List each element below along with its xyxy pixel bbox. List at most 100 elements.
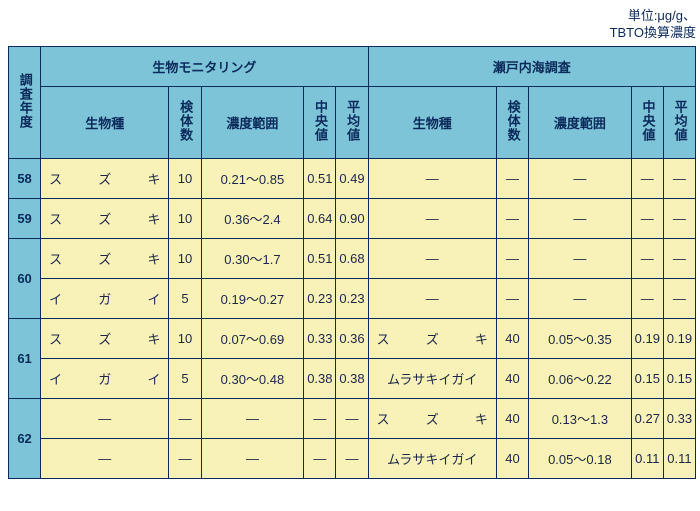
cell: — [368,238,496,278]
cell: 0.21～0.85 [201,158,304,198]
table-row: イガイ50.19～0.270.230.23————— [9,278,696,318]
cell: 0.15 [663,358,695,398]
cell: 0.68 [336,238,368,278]
cell: — [631,278,663,318]
cell: 0.36 [336,318,368,358]
cell: 0.23 [336,278,368,318]
cell: 0.19～0.27 [201,278,304,318]
cell: — [631,238,663,278]
cell: 0.30～0.48 [201,358,304,398]
cell: スズキ [368,318,496,358]
cell: 40 [496,358,528,398]
year-cell: 60 [9,238,41,318]
unit-label: 単位:μg/g、 TBTO換算濃度 [8,8,696,42]
cell: — [496,198,528,238]
cell: スズキ [41,318,169,358]
cell: 0.19 [631,318,663,358]
year-cell: 59 [9,198,41,238]
cell: 5 [169,278,201,318]
col-species: 生物種 [41,86,169,158]
col-range: 濃度範囲 [201,86,304,158]
col-samples: 検体数 [496,86,528,158]
cell: — [496,278,528,318]
cell: ムラサキイガイ [368,438,496,478]
cell: — [304,438,336,478]
cell: 0.38 [336,358,368,398]
cell: 5 [169,358,201,398]
table-row: イガイ50.30～0.480.380.38ムラサキイガイ400.06～0.220… [9,358,696,398]
cell: 40 [496,438,528,478]
cell: — [169,398,201,438]
table-row: 62—————スズキ400.13～1.30.270.33 [9,398,696,438]
cell: 0.33 [304,318,336,358]
cell: — [663,238,695,278]
group-bio: 生物モニタリング [41,46,368,86]
cell: 10 [169,238,201,278]
year-cell: 62 [9,398,41,478]
year-cell: 61 [9,318,41,398]
group-seto: 瀬戸内海調査 [368,46,695,86]
cell: — [41,398,169,438]
cell: 0.64 [304,198,336,238]
cell: 0.90 [336,198,368,238]
cell: — [529,158,632,198]
table-row: —————ムラサキイガイ400.05～0.180.110.11 [9,438,696,478]
cell: 10 [169,158,201,198]
cell: — [631,158,663,198]
col-median: 中央値 [304,86,336,158]
cell: — [41,438,169,478]
cell: 0.36～2.4 [201,198,304,238]
cell: 0.05～0.35 [529,318,632,358]
cell: 0.38 [304,358,336,398]
cell: 10 [169,198,201,238]
cell: — [368,278,496,318]
cell: 0.27 [631,398,663,438]
cell: 0.15 [631,358,663,398]
cell: 0.49 [336,158,368,198]
cell: 0.51 [304,238,336,278]
cell: — [336,398,368,438]
col-median: 中央値 [631,86,663,158]
cell: — [304,398,336,438]
cell: — [201,398,304,438]
cell: スズキ [41,198,169,238]
col-range: 濃度範囲 [529,86,632,158]
col-year: 調査年度 [9,46,41,158]
cell: 0.30～1.7 [201,238,304,278]
cell: — [529,198,632,238]
cell: スズキ [41,238,169,278]
year-cell: 58 [9,158,41,198]
cell: — [529,238,632,278]
cell: — [368,158,496,198]
col-mean: 平均値 [663,86,695,158]
cell: 0.11 [663,438,695,478]
cell: — [663,198,695,238]
cell: ムラサキイガイ [368,358,496,398]
col-samples: 検体数 [169,86,201,158]
cell: イガイ [41,278,169,318]
cell: 0.13～1.3 [529,398,632,438]
cell: スズキ [368,398,496,438]
table-row: 59スズキ100.36～2.40.640.90————— [9,198,696,238]
cell: — [496,238,528,278]
table-row: 58スズキ100.21～0.850.510.49————— [9,158,696,198]
cell: 10 [169,318,201,358]
cell: 0.06～0.22 [529,358,632,398]
cell: 40 [496,318,528,358]
table-row: 60スズキ100.30～1.70.510.68————— [9,238,696,278]
cell: — [169,438,201,478]
cell: イガイ [41,358,169,398]
cell: 0.11 [631,438,663,478]
cell: 0.33 [663,398,695,438]
cell: — [631,198,663,238]
cell: 0.05～0.18 [529,438,632,478]
col-species: 生物種 [368,86,496,158]
cell: 0.19 [663,318,695,358]
cell: — [336,438,368,478]
cell: — [496,158,528,198]
cell: — [663,158,695,198]
cell: — [663,278,695,318]
cell: — [368,198,496,238]
cell: 0.51 [304,158,336,198]
cell: スズキ [41,158,169,198]
